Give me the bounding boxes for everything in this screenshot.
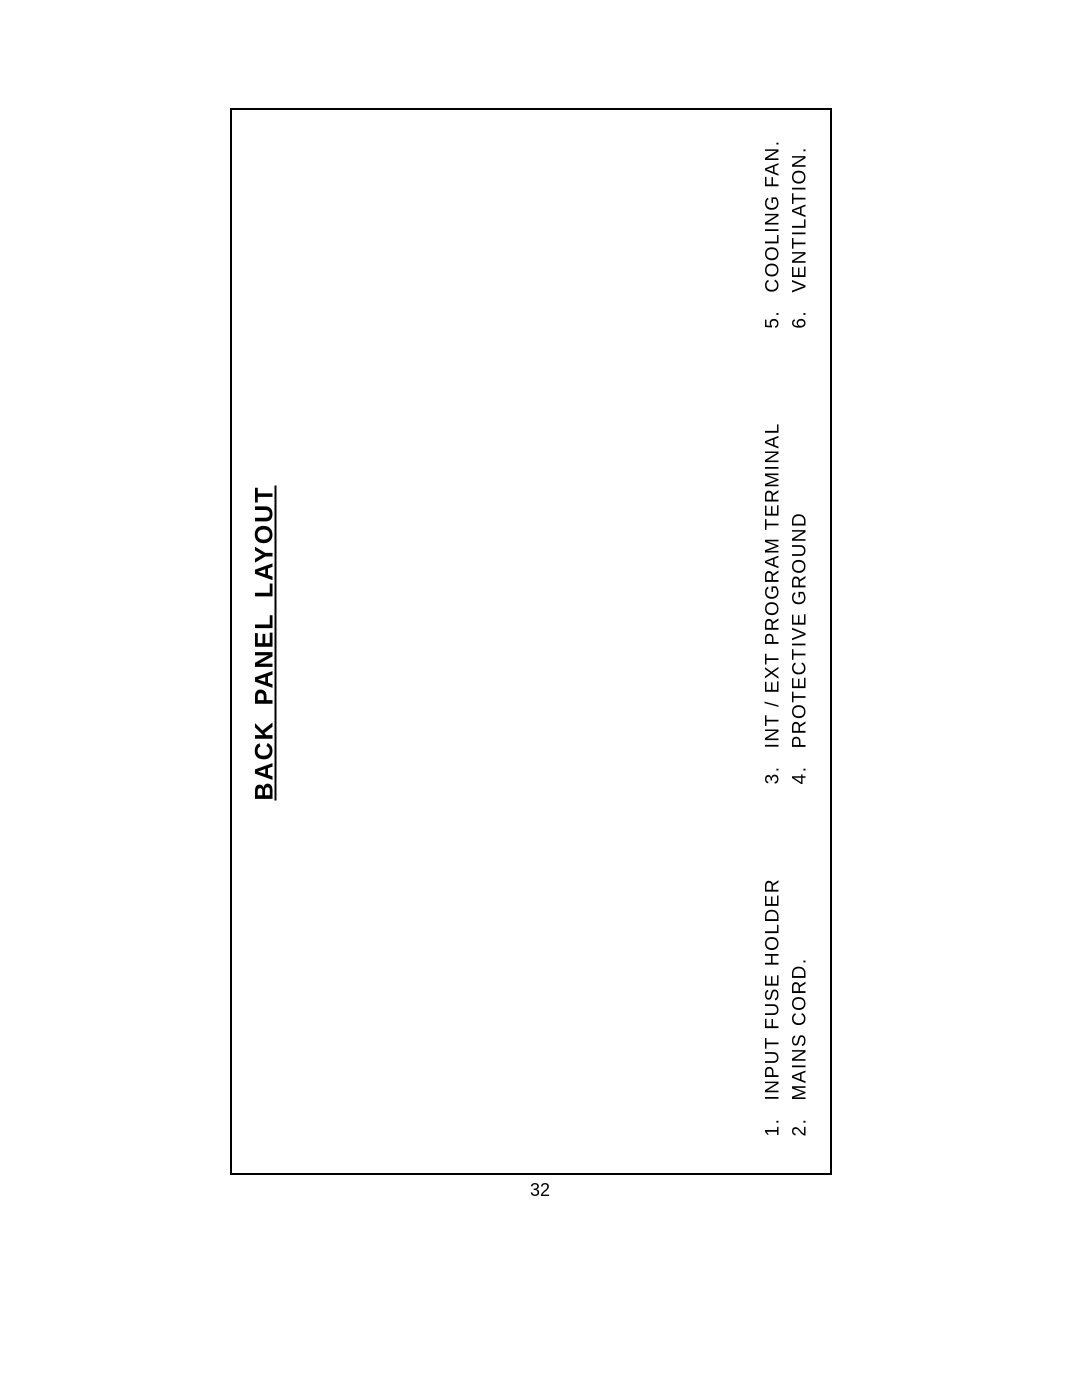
legend-label: INT / EXT PROGRAM TERMINAL: [759, 422, 787, 748]
legend-num: 3.: [759, 748, 787, 784]
legend-label: MAINS CORD.: [787, 957, 815, 1100]
legend-num: 6.: [787, 293, 815, 329]
legend-columns: 1. INPUT FUSE HOLDER 2. MAINS CORD. 3. I…: [759, 110, 814, 1177]
legend-item: 5. COOLING FAN.: [759, 140, 787, 329]
panel-title: BACK PANEL LAYOUT: [251, 110, 280, 1177]
legend-col-2: 3. INT / EXT PROGRAM TERMINAL 4. PROTECT…: [759, 422, 814, 784]
legend-item: 4. PROTECTIVE GROUND: [787, 422, 815, 784]
legend-item: 1. INPUT FUSE HOLDER: [759, 878, 787, 1137]
legend-item: 2. MAINS CORD.: [787, 878, 815, 1137]
legend-item: 3. INT / EXT PROGRAM TERMINAL: [759, 422, 787, 784]
legend-num: 2.: [787, 1101, 815, 1137]
legend-col-1: 1. INPUT FUSE HOLDER 2. MAINS CORD.: [759, 878, 814, 1137]
legend-label: COOLING FAN.: [759, 140, 787, 293]
page-frame: BACK PANEL LAYOUT 1. INPUT FUSE HOLDER 2…: [230, 108, 832, 1175]
rotated-content: BACK PANEL LAYOUT 1. INPUT FUSE HOLDER 2…: [233, 110, 835, 1177]
legend-label: VENTILATION.: [787, 146, 815, 292]
legend-item: 6. VENTILATION.: [787, 140, 815, 329]
legend-num: 4.: [787, 748, 815, 784]
page-number: 32: [530, 1180, 550, 1201]
legend-num: 5.: [759, 293, 787, 329]
legend-label: INPUT FUSE HOLDER: [759, 878, 787, 1101]
legend-col-3: 5. COOLING FAN. 6. VENTILATION.: [759, 140, 814, 329]
legend-num: 1.: [759, 1101, 787, 1137]
legend-label: PROTECTIVE GROUND: [787, 512, 815, 749]
